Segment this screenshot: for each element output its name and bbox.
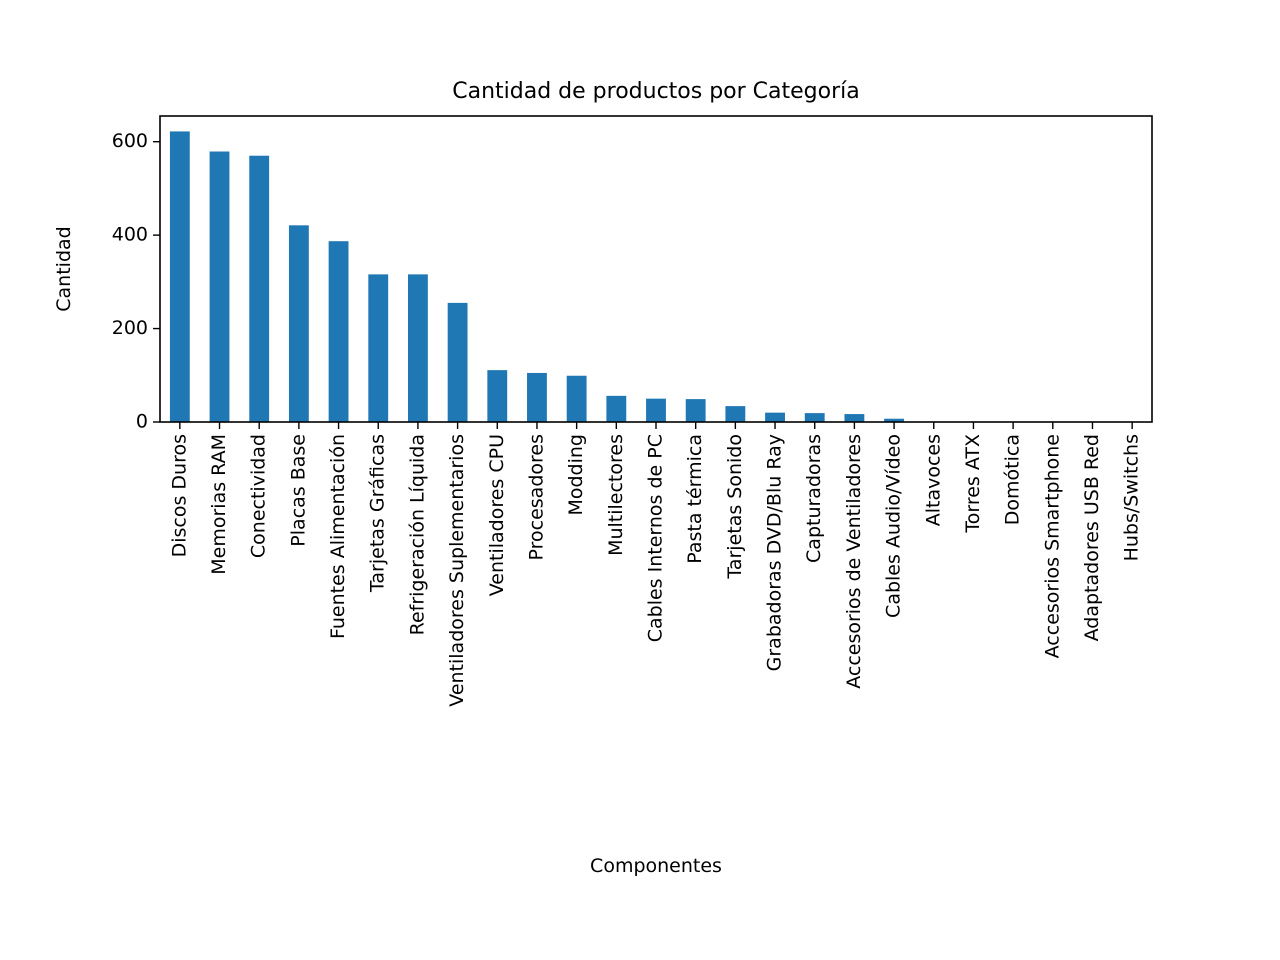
bar — [685, 399, 706, 422]
x-tick-label: Cables Audio/Vídeo — [883, 434, 905, 618]
x-tick-label: Discos Duros — [168, 434, 190, 557]
x-tick-label: Torres ATX — [962, 434, 984, 534]
x-tick-label: Accesorios Smartphone — [1041, 434, 1063, 658]
bar — [566, 375, 587, 422]
x-tick-label: Ventiladores Suplementarios — [446, 434, 468, 707]
y-tick-label: 200 — [112, 317, 148, 339]
bar — [447, 302, 468, 422]
bar — [765, 412, 785, 422]
x-tick-label: Cables Internos de PC — [645, 434, 667, 642]
y-axis: 0 200 400 600 — [112, 130, 160, 433]
bar — [209, 151, 230, 422]
x-axis-label: Componentes — [590, 855, 722, 877]
x-tick-label: Fuentes Alimentación — [327, 434, 349, 639]
x-axis: Discos Duros Memorias RAM Conectividad Plac… — [168, 422, 1143, 707]
plot-frame — [159, 115, 1153, 423]
y-tick-label: 600 — [112, 130, 148, 152]
x-tick-label: Ventiladores CPU — [486, 434, 508, 596]
bar — [368, 274, 389, 422]
x-tick-label: Hubs/Switchs — [1121, 434, 1143, 561]
bar — [804, 413, 825, 422]
x-tick-label: Multilectores — [605, 434, 627, 556]
x-tick-label: Altavoces — [922, 434, 944, 526]
x-tick-label: Placas Base — [287, 434, 309, 547]
x-tick-label: Refrigeración Líquida — [406, 434, 428, 635]
x-tick-label: Grabadoras DVD/Blu Ray — [764, 434, 786, 671]
bar — [408, 274, 428, 422]
bar — [249, 155, 270, 422]
x-tick-label: Domótica — [1002, 434, 1024, 525]
bar — [169, 131, 190, 423]
x-tick-label: Tarjetas Sonido — [724, 434, 746, 580]
x-tick-label: Adaptadores USB Red — [1081, 434, 1103, 641]
bar — [844, 414, 865, 422]
bar — [606, 395, 627, 422]
y-tick-label: 400 — [112, 224, 148, 246]
bar — [328, 241, 349, 422]
bar — [884, 418, 904, 422]
y-axis-label: Cantidad — [53, 226, 75, 311]
x-tick-label: Modding — [565, 434, 587, 516]
y-tick-label: 0 — [136, 411, 148, 433]
x-tick-label: Pasta térmica — [684, 434, 706, 564]
bar — [487, 370, 508, 422]
bar — [725, 406, 746, 422]
bar — [527, 372, 547, 422]
bar — [646, 398, 666, 422]
x-tick-label: Accesorios de Ventiladores — [843, 434, 865, 689]
bars-layer — [169, 131, 1143, 423]
x-tick-label: Memorias RAM — [208, 434, 230, 575]
x-tick-label: Procesadores — [525, 434, 547, 561]
x-tick-label: Conectividad — [248, 434, 270, 558]
x-tick-label: Capturadoras — [803, 434, 825, 563]
chart-title: Cantidad de productos por Categoría — [452, 79, 859, 104]
bar — [288, 225, 309, 422]
x-tick-label: Tarjetas Gráficas — [367, 434, 389, 593]
